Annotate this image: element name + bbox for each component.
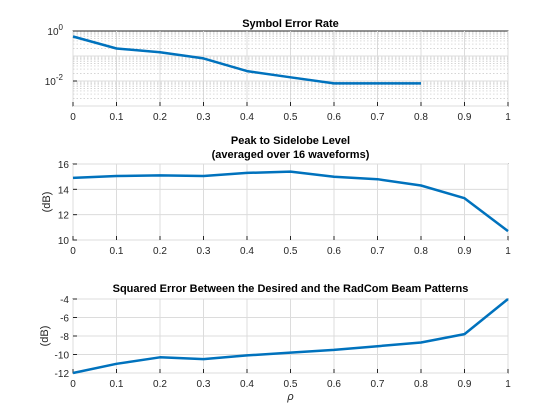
ticks: 0 0.1 0.2 0.3 0.4 0.5 0.6 0.7 0.8 0.9 1 100 10-2 [45, 23, 511, 123]
y-tick-label: -10 [55, 351, 70, 362]
x-tick-label: 0.5 [284, 112, 298, 123]
y-tick-label: -6 [60, 314, 69, 325]
x-tick-label: 0.7 [371, 112, 385, 123]
series-line [72, 298, 509, 375]
x-tick-label: 0 [70, 246, 76, 257]
x-tick-label: 0.8 [414, 246, 428, 257]
y-axis-label: (dB) [41, 192, 53, 213]
x-tick-label: 0.2 [153, 246, 167, 257]
x-tick-label: 1 [505, 379, 511, 390]
x-tick-label: 0.8 [414, 379, 428, 390]
series-line [72, 35, 421, 85]
x-tick-label: 0.7 [371, 379, 385, 390]
grid [72, 31, 509, 107]
x-tick-label: 0.8 [414, 112, 428, 123]
y-tick-label: 12 [58, 211, 70, 222]
x-tick-label: 1 [505, 112, 511, 123]
ticks: 0 0.1 0.2 0.3 0.4 0.5 0.6 0.7 0.8 0.9 1 -12 -10 -8 -6 -… [55, 295, 512, 390]
chart-subtitle: (averaged over 16 waveforms) [212, 149, 370, 161]
chart-title: Symbol Error Rate [242, 18, 339, 30]
series-layer [72, 298, 509, 375]
x-tick-label: 0.3 [197, 112, 211, 123]
y-tick-label: 16 [58, 160, 70, 171]
series-line [72, 170, 509, 233]
x-tick-label: 0.2 [153, 112, 167, 123]
x-tick-label: 0.6 [327, 379, 341, 390]
y-tick-label: 10-2 [45, 73, 64, 88]
y-tick-label: 100 [47, 23, 63, 38]
x-tick-label: 0.4 [240, 112, 254, 123]
x-tick-label: 0.1 [110, 246, 124, 257]
x-tick-label: 0.4 [240, 246, 254, 257]
y-tick-label: -8 [60, 332, 69, 343]
x-tick-label: 0.5 [284, 246, 298, 257]
y-tick-label: -4 [60, 295, 69, 306]
y-axis-label: (dB) [39, 326, 51, 347]
x-tick-label: 0.9 [458, 379, 472, 390]
axes-squared-error: 0 0.1 0.2 0.3 0.4 0.5 0.6 0.7 0.8 0.9 1 -12 -10 -8 -6 -… [39, 283, 511, 403]
x-tick-label: 1 [505, 246, 511, 257]
x-tick-label: 0.5 [284, 379, 298, 390]
y-tick-label: -12 [55, 369, 70, 380]
ticks: 0 0.1 0.2 0.3 0.4 0.5 0.6 0.7 0.8 0.9 1 10 12 14 16 [58, 160, 511, 257]
axes-symbol-error-rate: 0 0.1 0.2 0.3 0.4 0.5 0.6 0.7 0.8 0.9 1 100 10-2 Sym… [45, 18, 511, 123]
axes-peak-to-sidelobe: 0 0.1 0.2 0.3 0.4 0.5 0.6 0.7 0.8 0.9 1 10 12 14 16 Pe… [41, 135, 511, 257]
x-tick-label: 0.6 [327, 246, 341, 257]
x-tick-label: 0.1 [110, 379, 124, 390]
y-tick-label: 10 [58, 236, 70, 247]
x-tick-label: 0 [70, 379, 76, 390]
x-tick-label: 0.1 [110, 112, 124, 123]
chart-title: Peak to Sidelobe Level [231, 135, 350, 147]
x-tick-label: 0.9 [458, 112, 472, 123]
x-tick-label: 0.4 [240, 379, 254, 390]
chart-title: Squared Error Between the Desired and th… [113, 283, 469, 295]
x-tick-label: 0.7 [371, 246, 385, 257]
x-tick-label: 0 [70, 112, 76, 123]
x-axis-label: ρ [286, 391, 293, 403]
y-tick-label: 14 [58, 185, 70, 196]
x-tick-label: 0.9 [458, 246, 472, 257]
series-layer [72, 170, 509, 233]
series-layer [72, 35, 421, 85]
x-tick-label: 0.2 [153, 379, 167, 390]
x-tick-label: 0.3 [197, 246, 211, 257]
x-tick-label: 0.6 [327, 112, 341, 123]
x-tick-label: 0.3 [197, 379, 211, 390]
